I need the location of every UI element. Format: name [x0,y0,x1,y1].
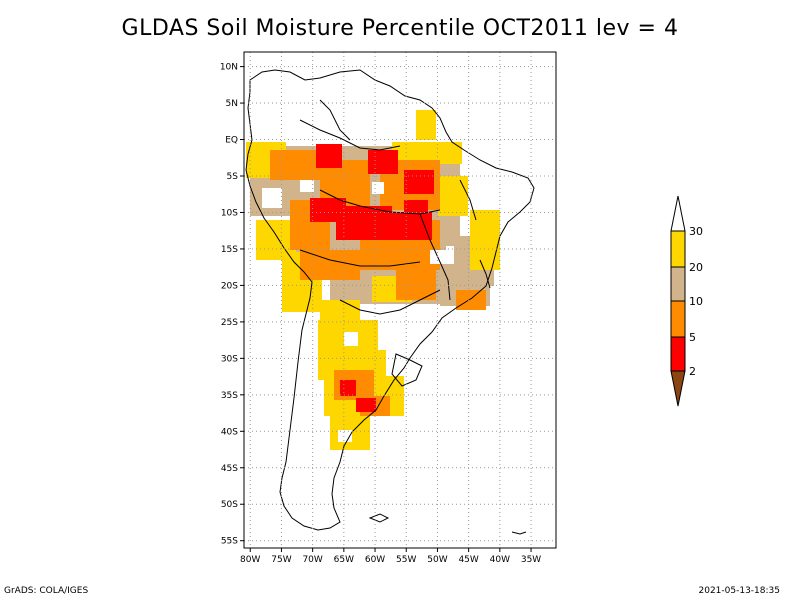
legend-segment-above-30 [670,195,686,232]
latitude-tick-label: 20S [221,281,238,291]
longitude-tick-label: 75W [271,555,291,565]
longitude-tick-label: 50W [427,555,447,565]
longitude-tick-label: 80W [240,555,260,565]
longitude-tick-label: 70W [302,555,322,565]
latitude-tick-label: 10S [221,208,238,218]
legend-label: 30 [689,225,703,238]
latitude-tick-label: 55S [221,537,238,547]
footer-timestamp: 2021-05-13-18:35 [698,586,781,596]
longitude-tick-label: 45W [458,555,478,565]
legend-segment [670,230,686,268]
map-frame [243,51,557,549]
latitude-tick-label: EQ [225,136,238,146]
latitude-tick-label: 5S [227,172,239,182]
legend-label: 10 [689,295,703,308]
longitude-tick-label: 60W [365,555,385,565]
map-title: GLDAS Soil Moisture Percentile OCT2011 l… [121,16,679,41]
legend-segment [670,336,686,372]
legend-label: 2 [689,365,696,378]
legend-segment [670,266,686,302]
longitude-tick-label: 55W [396,555,416,565]
soil-moisture-shading [246,110,500,450]
longitude-tick-label: 65W [334,555,354,565]
legend-segment-below-2 [670,370,686,407]
legend-label: 20 [689,261,703,274]
longitude-labels: 80W 75W 70W 65W 60W 55W 50W 45W 40W 35W [240,555,541,565]
latitude-tick-label: 5N [226,99,238,109]
legend-label: 5 [689,331,696,344]
latitude-tick-label: 15S [221,245,238,255]
coastline [245,69,535,535]
latitude-tick-label: 30S [221,354,238,364]
footer-credit: GrADS: COLA/IGES [4,586,89,596]
latitude-labels: 10N 5N EQ 5S 10S 15S 20S 25S 30S 35S 40S 45S 50S 55S [220,63,238,547]
longitude-tick-label: 40W [490,555,510,565]
color-legend: 30 20 10 5 2 [670,195,703,407]
latitude-tick-label: 10N [220,63,238,73]
latitude-tick-label: 50S [221,500,238,510]
legend-segment [670,300,686,338]
gridlines [240,52,556,552]
latitude-tick-label: 35S [221,391,238,401]
latitude-tick-label: 40S [221,427,238,437]
longitude-tick-label: 35W [521,555,541,565]
latitude-tick-label: 45S [221,464,238,474]
latitude-tick-label: 25S [221,318,238,328]
